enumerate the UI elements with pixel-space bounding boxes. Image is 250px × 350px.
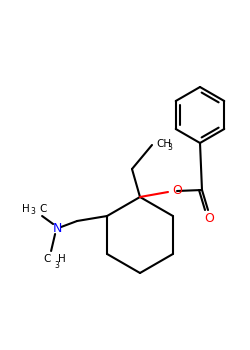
Text: 3: 3 (167, 144, 172, 153)
Text: C: C (39, 204, 46, 214)
Text: H: H (58, 254, 66, 264)
Text: C: C (44, 254, 51, 264)
Text: H: H (22, 204, 30, 214)
Text: N: N (52, 223, 62, 236)
Text: O: O (204, 211, 214, 224)
Text: 3: 3 (30, 208, 35, 217)
Text: CH: CH (156, 139, 171, 149)
Text: 3: 3 (55, 260, 60, 270)
Text: O: O (172, 184, 182, 197)
